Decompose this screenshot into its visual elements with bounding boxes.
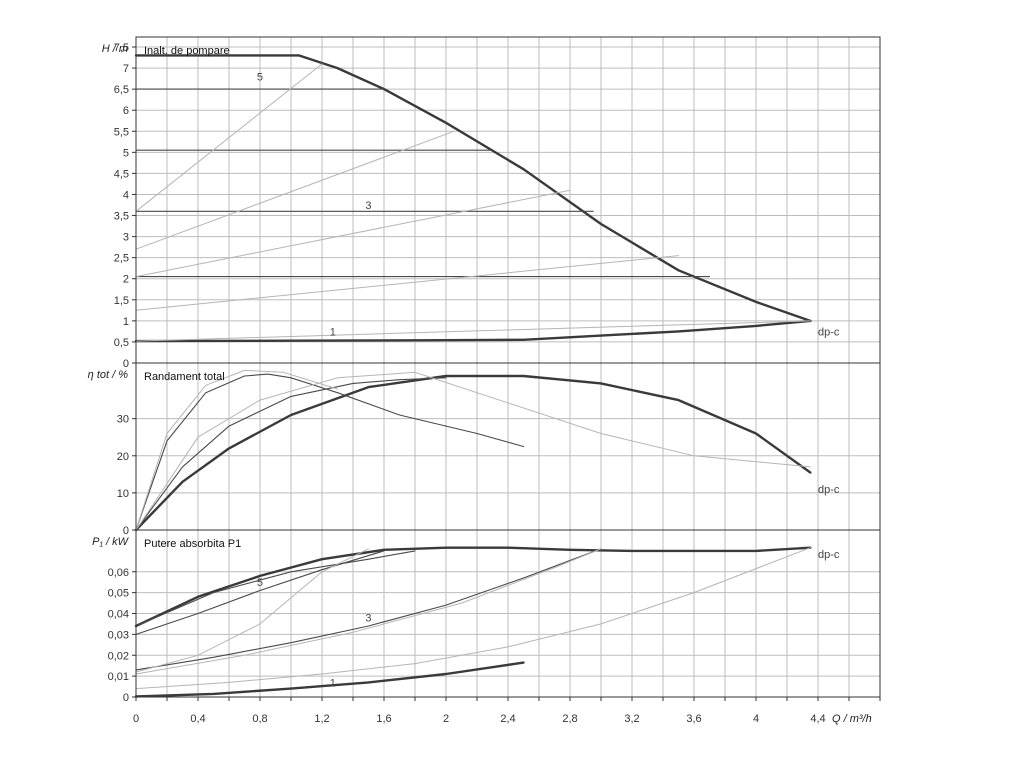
- y-tick-label: 0: [123, 358, 129, 370]
- y-tick-label: 0,06: [108, 567, 129, 579]
- y-tick-label: 20: [117, 451, 129, 463]
- y-tick-label: 0,04: [108, 609, 129, 621]
- series-line-2-4: [135, 550, 385, 635]
- panel-title: Inalt. de pompare: [144, 45, 230, 57]
- y-tick-label: 6,5: [114, 84, 129, 96]
- curve-label: 1: [330, 326, 336, 338]
- series-line-2-6: [135, 547, 811, 690]
- y-tick-label: 7: [123, 63, 129, 75]
- x-tick-label: 1,2: [314, 713, 329, 725]
- series-line-1-1: [135, 373, 525, 531]
- curve-label: 3: [365, 200, 371, 212]
- series-line-0-9: [135, 255, 679, 311]
- x-tick-label: 0,4: [190, 713, 205, 725]
- series-line-2-5: [135, 548, 369, 673]
- y-tick-label: 1: [123, 316, 129, 328]
- series-line-1-2: [135, 377, 447, 531]
- curve-label: 1: [330, 677, 336, 689]
- panel-title: Randament total: [144, 371, 225, 383]
- x-tick-label: 1,6: [376, 713, 391, 725]
- y-tick-label: 0: [123, 692, 129, 704]
- x-tick-label: 0: [133, 713, 139, 725]
- series-line-0-6: [135, 63, 323, 212]
- series-layer: [134, 54, 812, 698]
- x-tick-label: 4,4: [810, 713, 825, 725]
- y-tick-label: 0,01: [108, 671, 129, 683]
- series-line-0-1: [134, 319, 812, 343]
- y-tick-label: 0,02: [108, 650, 129, 662]
- curve-label: 3: [365, 613, 371, 625]
- panel-title: Putere absorbita P1: [144, 538, 241, 550]
- curve-label: dp-c: [818, 549, 840, 561]
- y-tick-label: 3,5: [114, 211, 129, 223]
- curve-label: dp-c: [818, 326, 840, 338]
- y-tick-label: 5: [123, 147, 129, 159]
- y-tick-label: 0,05: [108, 588, 129, 600]
- y-axis-label: η tot / %: [88, 369, 129, 381]
- series-line-2-1: [134, 661, 525, 698]
- x-tick-label: 3,2: [624, 713, 639, 725]
- series-line-0-0: [134, 54, 812, 323]
- curve-label: 5: [257, 71, 263, 83]
- frame-layer: [132, 36, 881, 701]
- x-tick-label: 2,4: [500, 713, 515, 725]
- y-tick-label: 5,5: [114, 126, 129, 138]
- y-tick-label: 0: [123, 525, 129, 537]
- y-tick-label: 3: [123, 232, 129, 244]
- series-line-1-0: [134, 374, 812, 532]
- x-tick-label: 2,8: [562, 713, 577, 725]
- curve-label: 5: [257, 577, 263, 589]
- x-tick-label: 3,6: [686, 713, 701, 725]
- y-tick-label: 2,5: [114, 253, 129, 265]
- series-line-2-3: [135, 548, 602, 671]
- grid-layer: [136, 37, 880, 697]
- series-line-1-3: [135, 369, 338, 531]
- y-axis-label: P₁ / kW: [92, 536, 129, 548]
- series-line-2-7: [135, 548, 602, 675]
- series-line-0-8: [135, 189, 571, 278]
- series-line-2-0: [134, 546, 812, 628]
- text-layer: 0 0,5 1 1,5 2 2,5 3 3,5 4 4,5 5 5,5 6 6,5 7 7,5 Inalt. d…: [88, 42, 872, 725]
- x-tick-label: 4: [753, 713, 759, 725]
- y-tick-label: 7,5: [114, 42, 129, 54]
- y-tick-label: 30: [117, 414, 129, 426]
- y-tick-label: 6: [123, 105, 129, 117]
- series-line-0-10: [135, 320, 811, 342]
- y-tick-label: 0,03: [108, 629, 129, 641]
- y-tick-label: 0,5: [114, 337, 129, 349]
- series-line-2-2: [135, 550, 416, 627]
- y-tick-label: 4: [123, 189, 129, 201]
- x-tick-label: 2: [443, 713, 449, 725]
- y-axis-label: H / m: [102, 43, 128, 55]
- y-tick-label: 10: [117, 488, 129, 500]
- series-line-0-7: [135, 130, 455, 250]
- series-line-1-4: [135, 371, 811, 531]
- curve-label: dp-c: [818, 484, 840, 496]
- x-tick-label: 0,8: [252, 713, 267, 725]
- y-tick-label: 1,5: [114, 295, 129, 307]
- x-axis-label: Q / m³/h: [832, 713, 872, 725]
- y-tick-label: 4,5: [114, 168, 129, 180]
- y-tick-label: 2: [123, 274, 129, 286]
